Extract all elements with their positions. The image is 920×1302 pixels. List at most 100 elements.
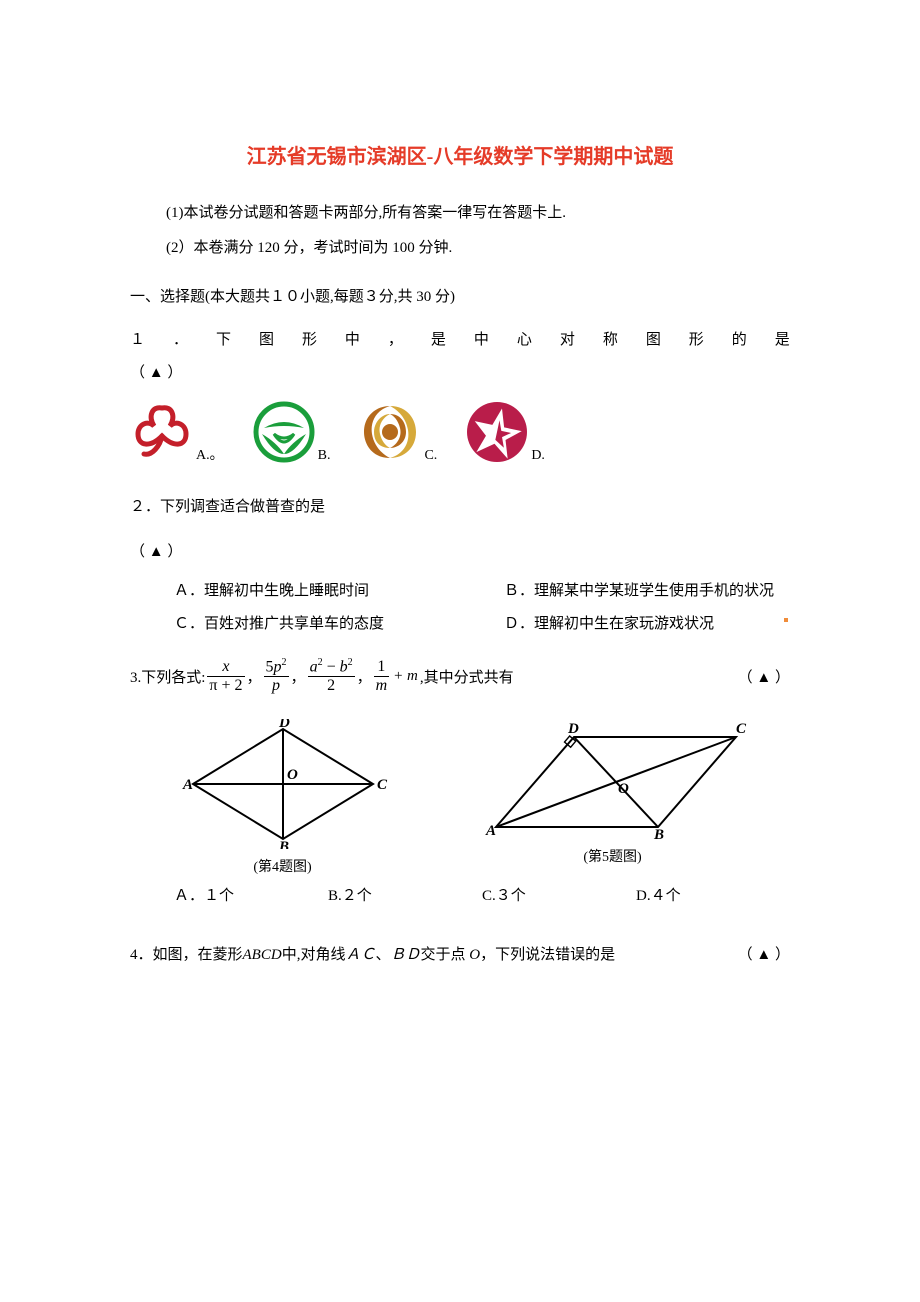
q4-text: 4．如图，在菱形ABCD中,对角线ＡＣ、ＢＤ交于点 O，下列说法错误的是 [130,943,615,964]
parallelogram-diagram-icon: A B C D O [478,719,748,839]
comma-3: ， [357,666,372,687]
q1-label-c: C. [424,448,437,464]
q1-logo-row: A.。 B. C. [130,400,790,464]
title-text: 江苏省无锡市滨湖区-八年级数学下学期期中试题 [247,146,674,168]
svg-text:A: A [485,823,496,839]
q1-stem: １ ． 下 图 形 中 ， 是 中 心 对 称 图 形 的 是 [130,328,790,349]
svg-text:O: O [287,767,298,783]
section-1-header: 一、选择题(本大题共１０小题,每题３分,共 30 分) [130,285,790,306]
q2-opt-b: Ｂ．理解某中学某班学生使用手机的状况 [504,579,774,600]
star-circle-icon [465,400,529,464]
q1-c6: ， [388,328,403,349]
q2-row-cd: Ｃ．百姓对推广共享单车的态度 Ｄ．理解初中生在家玩游戏状况 [130,612,790,633]
q1-c2: 下 [216,328,231,349]
f3-b: b [340,658,348,675]
q3-stem: 3.下列各式: x π + 2 ， 5p2 p ， a2 − b2 2 ， 1 … [130,657,790,695]
q4-ac: ＡＣ [345,947,375,963]
q4-mid1: 中,对角线 [282,947,346,963]
q3-frac-3: a2 − b2 2 [308,657,355,695]
geometry-figures-row: A D C B O (第4题图) A B C D O (第5题图) [130,719,790,876]
q1-c7: 是 [431,328,446,349]
q3-f1-den: π + 2 [207,677,244,695]
q4-abcd: ABCD [243,947,282,963]
q3-f3-den: 2 [325,677,337,695]
q1-option-d: D. [465,400,545,464]
q4-prefix: 4．如图，在菱形 [130,947,243,963]
q1-option-c: C. [358,400,437,464]
svg-text:B: B [278,839,289,849]
q4-o: O [469,947,480,963]
q1-option-b: B. [252,400,331,464]
q3-opt-d: D.４个 [636,884,790,905]
q3-tail: ,其中分式共有 [420,666,514,687]
figure-5: A B C D O (第5题图) [478,719,748,876]
q2-opt-d: Ｄ．理解初中生在家玩游戏状况 [504,612,714,633]
q3-f4-den: m [374,677,390,695]
q4-stem: 4．如图，在菱形ABCD中,对角线ＡＣ、ＢＤ交于点 O，下列说法错误的是 （ ▲… [130,943,790,964]
q1-c5: 中 [345,328,360,349]
f2-numvar: p [274,658,282,675]
marker-dot-icon [784,618,788,622]
q2-opt-c: Ｃ．百姓对推广共享单车的态度 [174,612,504,633]
q2-stem: ２．下列调查适合做普查的是 [130,492,790,522]
q3-f2-num: 5p2 [264,657,289,676]
svg-text:B: B [653,827,664,839]
f3-exp2: 2 [348,657,353,668]
q1-c4: 形 [302,328,317,349]
q3-opt-a: Ａ．１个 [174,884,328,905]
q3-options-row: Ａ．１个 B.２个 C.３个 D.４个 [130,884,790,905]
figure-4-caption: (第4题图) [173,856,393,876]
q1-c10: 对 [560,328,575,349]
q1-c13: 形 [689,328,704,349]
svg-text:O: O [618,781,629,797]
q4-sep: 、 [375,947,390,963]
note-1: (1)本试卷分试题和答题卡两部分,所有答案一律写在答题卡上. [130,201,790,222]
q1-c15: 是 [775,328,790,349]
f3-a: a [310,658,318,675]
note-2: (2）本卷满分 120 分，考试时间为 100 分钟. [130,236,790,257]
q1-placeholder: （ ▲ ） [130,361,790,382]
q1-c3: 图 [259,328,274,349]
q1-label-a: A.。 [196,444,224,464]
svg-text:D: D [567,721,579,737]
q1-c0: １ [130,328,145,349]
q1-c12: 图 [646,328,661,349]
q4-tail: ，下列说法错误的是 [480,947,615,963]
svg-text:C: C [736,721,747,737]
svg-text:D: D [278,719,290,731]
svg-text:C: C [377,777,388,793]
swirl-icon [358,400,422,464]
q4-placeholder: （ ▲ ） [738,943,790,964]
q2-row-ab: Ａ．理解初中生晚上睡眠时间 Ｂ．理解某中学某班学生使用手机的状况 [130,579,790,600]
page-title: 江苏省无锡市滨湖区-八年级数学下学期期中试题 [130,140,790,169]
q1-c14: 的 [732,328,747,349]
comma-1: ， [247,666,262,687]
green-round-icon [252,400,316,464]
q2-placeholder: （ ▲ ） [130,540,790,561]
q1-c8: 中 [474,328,489,349]
figure-4: A D C B O (第4题图) [173,719,393,876]
q3-frac-1: x π + 2 [207,658,244,695]
q1-c9: 心 [517,328,532,349]
q3-f2-den: p [270,677,282,695]
q3-f4-plus: + m [393,668,418,685]
q3-opt-b: B.２个 [328,884,482,905]
q1-c1: ． [173,328,188,349]
q3-f3-num: a2 − b2 [308,657,355,676]
q1-c11: 称 [603,328,618,349]
q3-f4-num: 1 [375,658,387,676]
q3-frac-4: 1 m [374,658,390,695]
comma-2: ， [291,666,306,687]
f2-exp: 2 [282,657,287,668]
q4-mid2: 交于点 [421,947,466,963]
q3-prefix: 3.下列各式: [130,666,205,687]
figure-5-caption: (第5题图) [478,846,748,866]
rhombus-diagram-icon: A D C B O [173,719,393,849]
f2-numcoef: 5 [266,658,274,675]
q3-placeholder: （ ▲ ） [738,666,790,687]
f3-minus: − [323,658,340,675]
q1-label-d: D. [531,448,545,464]
q3-frac-2: 5p2 p [264,657,289,695]
q1-option-a: A.。 [130,400,224,464]
q1-label-b: B. [318,448,331,464]
